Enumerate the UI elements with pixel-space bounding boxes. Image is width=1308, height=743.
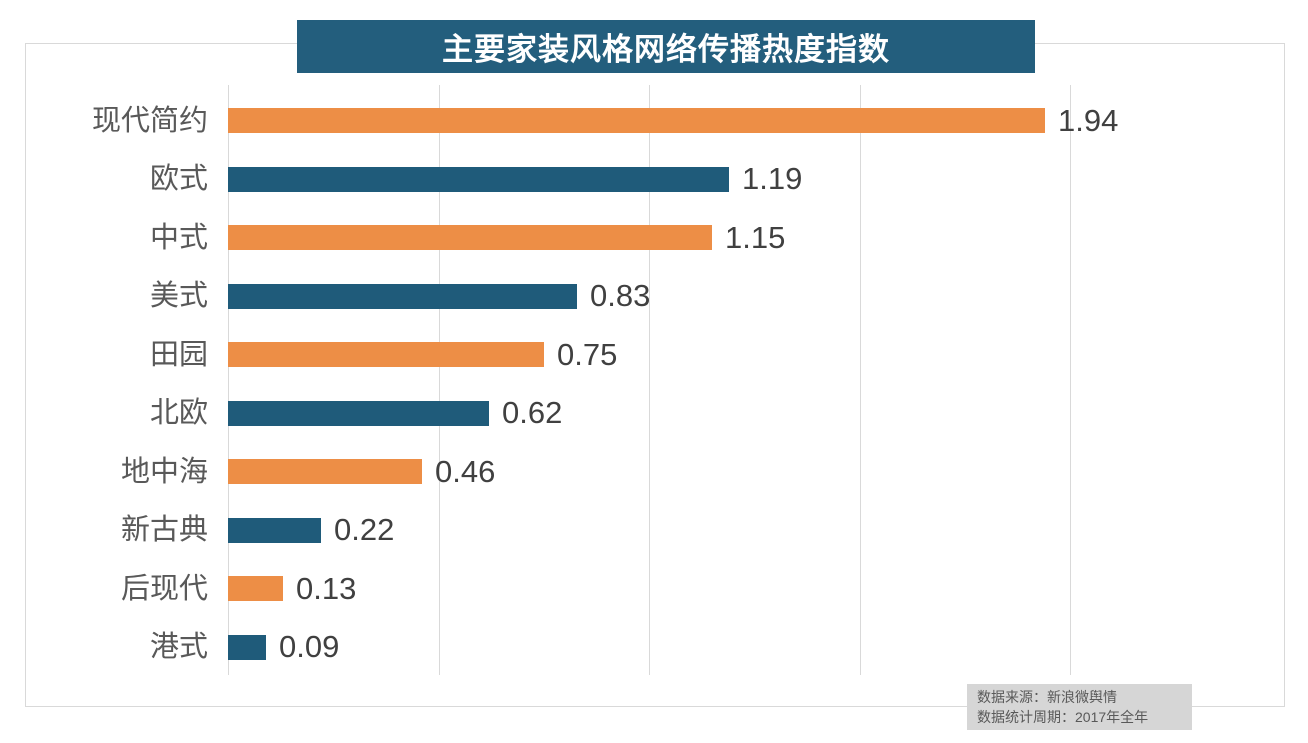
value-label: 1.15	[725, 219, 786, 255]
chart-title: 主要家装风格网络传播热度指数	[442, 32, 890, 67]
y-axis-line	[228, 85, 229, 675]
value-label: 0.13	[296, 570, 357, 606]
bar	[228, 166, 729, 192]
value-label: 0.83	[590, 278, 651, 314]
category-label: 欧式	[149, 163, 208, 196]
category-label: 新古典	[120, 514, 208, 547]
bar	[228, 576, 283, 602]
chart-frame	[25, 43, 1285, 707]
category-label: 地中海	[120, 455, 208, 488]
value-label: 0.46	[435, 453, 496, 489]
value-label: 0.75	[557, 336, 618, 372]
bar	[228, 342, 544, 368]
x-gridline	[649, 85, 650, 675]
category-label: 田园	[149, 338, 208, 371]
source-line-2: 数据统计周期：2017年全年	[977, 709, 1149, 725]
bar	[228, 459, 422, 485]
value-label: 1.19	[742, 161, 803, 197]
value-label: 1.94	[1058, 102, 1119, 138]
bar	[228, 283, 577, 309]
value-label: 0.22	[334, 512, 395, 548]
x-gridline	[439, 85, 440, 675]
category-label: 现代简约	[91, 104, 208, 137]
category-label: 美式	[149, 280, 208, 313]
value-label: 0.09	[279, 629, 340, 665]
chart-title-bar: 主要家装风格网络传播热度指数	[297, 20, 1035, 73]
bar	[228, 225, 712, 251]
source-note-box: 数据来源：新浪微舆情 数据统计周期：2017年全年	[967, 684, 1192, 730]
category-label: 后现代	[120, 572, 208, 605]
x-gridline	[860, 85, 861, 675]
x-gridline	[1070, 85, 1071, 675]
category-label: 中式	[149, 221, 208, 254]
category-label: 港式	[149, 631, 208, 664]
category-label: 北欧	[149, 397, 208, 430]
bar	[228, 517, 321, 543]
value-label: 0.62	[502, 395, 563, 431]
bar	[228, 400, 489, 426]
source-line-1: 数据来源：新浪微舆情	[977, 689, 1117, 705]
bar	[228, 634, 266, 660]
bar	[228, 108, 1045, 133]
